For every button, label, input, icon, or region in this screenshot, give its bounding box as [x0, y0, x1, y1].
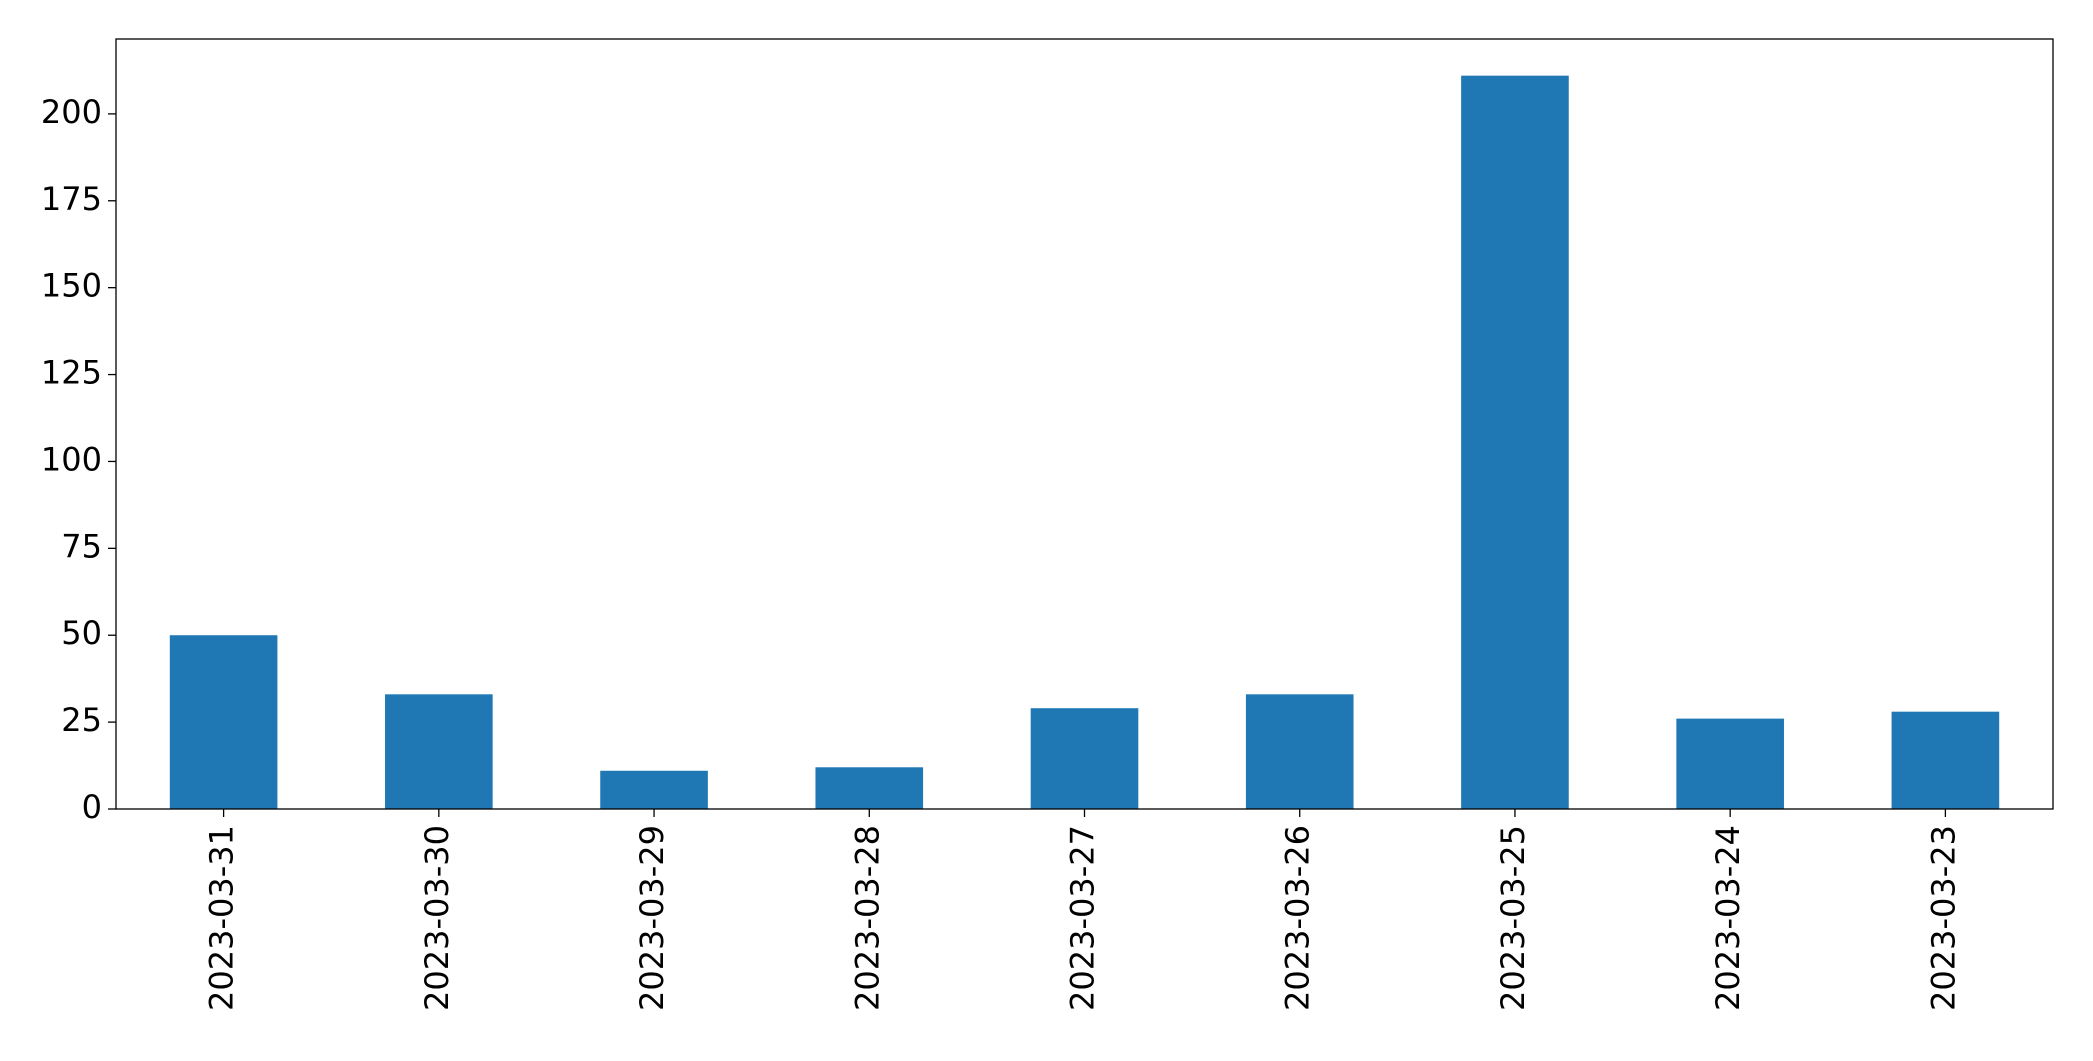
y-tick-label: 100: [41, 440, 102, 478]
x-tick-label: 2023-03-28: [848, 825, 886, 1011]
y-tick-label: 25: [61, 701, 102, 739]
y-tick-label: 50: [61, 614, 102, 652]
y-tick-label: 150: [41, 267, 102, 305]
y-tick-label: 200: [41, 93, 102, 131]
x-tick-label: 2023-03-26: [1279, 825, 1317, 1011]
bar: [600, 770, 708, 809]
bar: [1030, 708, 1139, 809]
x-tick-label: 2023-03-29: [633, 825, 671, 1011]
y-tick-label: 0: [82, 788, 102, 826]
y-tick-label: 75: [61, 527, 102, 565]
bar: [385, 694, 493, 809]
x-tick-label: 2023-03-23: [1924, 825, 1962, 1011]
bar: [815, 767, 924, 809]
y-tick-label: 125: [41, 354, 102, 392]
bar: [1461, 75, 1569, 809]
bar: [1245, 694, 1354, 809]
x-tick-label: 2023-03-27: [1064, 825, 1102, 1011]
bar: [1676, 718, 1784, 809]
x-tick-label: 2023-03-24: [1709, 825, 1747, 1011]
y-tick-label: 175: [41, 180, 102, 218]
x-tick-label: 2023-03-25: [1494, 825, 1532, 1011]
plot-frame: [115, 38, 2054, 810]
bar: [1891, 711, 2000, 809]
x-tick-label: 2023-03-31: [203, 825, 241, 1011]
x-tick-label: 2023-03-30: [418, 825, 456, 1011]
bar: [169, 635, 278, 809]
